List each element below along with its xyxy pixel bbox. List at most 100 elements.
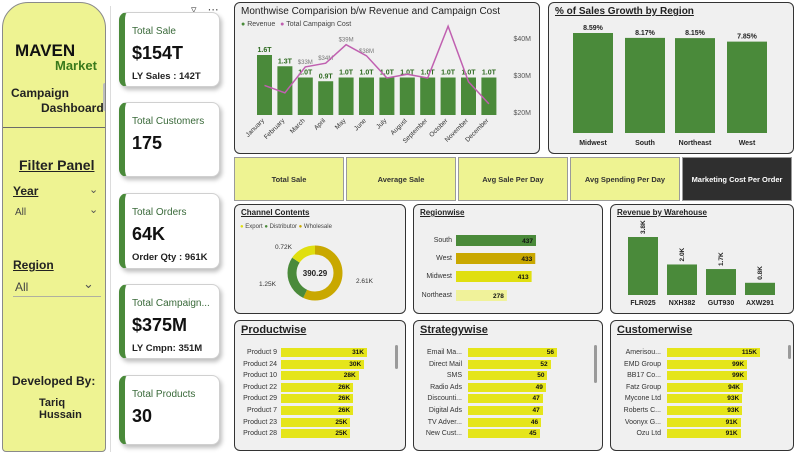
revenue-data-label: 0.9T bbox=[319, 73, 334, 80]
nav-button-average-sale[interactable]: Average Sale bbox=[346, 157, 456, 201]
bar-row-value: 28K bbox=[343, 372, 356, 380]
revenue-bar bbox=[399, 77, 415, 115]
strategywise-scrollbar[interactable] bbox=[594, 345, 597, 383]
kpi-card-total-campaign[interactable]: Total Campaign... $375M LY Cmpn: 351M bbox=[119, 284, 220, 359]
channel-donut-chart: 390.29 0.72K 1.25K 2.61K bbox=[259, 244, 374, 301]
nav-button-total-sale[interactable]: Total Sale bbox=[234, 157, 344, 201]
donut-label-distributor: 1.25K bbox=[259, 281, 277, 288]
bar-row-bar bbox=[281, 382, 354, 392]
bar-row-label: Digital Ads bbox=[428, 407, 462, 414]
region-bar bbox=[456, 235, 536, 246]
warehouse-data-label: 0.8K bbox=[757, 266, 764, 280]
bar-row-label: SMS bbox=[446, 372, 462, 380]
bar-row-label: Product 23 bbox=[243, 418, 277, 426]
bar-row-value: 94K bbox=[728, 383, 741, 391]
sidebar-panel: MAVEN Market Campaign Dashboard Filter P… bbox=[2, 2, 106, 452]
bar-row-value: 46 bbox=[530, 418, 539, 426]
monthly-chart-title: Monthwise Comparision b/w Revenue and Ca… bbox=[241, 6, 501, 17]
bar-row-bar bbox=[468, 382, 546, 392]
bar-row-label: Amerisou... bbox=[625, 349, 661, 356]
channel-legend: ● Export ● Distributor ● Wholesale bbox=[240, 224, 332, 230]
chevron-down-icon: ⌄ bbox=[89, 204, 99, 216]
kpi-label: Total Customers bbox=[132, 116, 205, 127]
filter-icon[interactable]: ▿ bbox=[191, 4, 197, 16]
bar-row-label: TV Adver... bbox=[427, 418, 462, 426]
bar-row-bar bbox=[281, 359, 365, 369]
chevron-down-icon[interactable]: ⌄ bbox=[89, 184, 99, 196]
warehouse-chart-title: Revenue by Warehouse bbox=[617, 208, 707, 217]
donut-center-value: 390.29 bbox=[303, 269, 328, 278]
year-filter-dropdown[interactable]: All ⌄ bbox=[13, 203, 101, 219]
bar-row-label: Mycone Ltd bbox=[624, 395, 661, 403]
growth-category-label: Midwest bbox=[579, 140, 607, 147]
bar-row-bar bbox=[281, 394, 354, 404]
legend-wholesale: Wholesale bbox=[303, 224, 332, 230]
month-tick-label: February bbox=[263, 117, 287, 141]
bar-row-label: BB17 Co... bbox=[627, 372, 661, 380]
bar-row-label: Product 28 bbox=[243, 430, 277, 438]
bar-row-value: 26K bbox=[338, 395, 351, 403]
month-tick-label: April bbox=[313, 117, 328, 132]
warehouse-data-label: 3.8K bbox=[640, 220, 647, 234]
kpi-card-total-customers[interactable]: Total Customers 175 bbox=[119, 102, 220, 177]
growth-data-label: 8.59% bbox=[583, 25, 604, 32]
cost-data-label: $39M bbox=[339, 38, 354, 44]
region-data-label: 433 bbox=[521, 256, 532, 263]
region-label: South bbox=[434, 237, 452, 244]
nav-button-avg-sale-per-day[interactable]: Avg Sale Per Day bbox=[458, 157, 568, 201]
bar-row-bar bbox=[667, 359, 748, 369]
region-bar bbox=[456, 253, 536, 264]
nav-button-avg-spending-per-day[interactable]: Avg Spending Per Day bbox=[570, 157, 680, 201]
region-data-label: 413 bbox=[518, 274, 529, 281]
dashboard-title-line1: Campaign bbox=[11, 86, 70, 100]
legend-cost: Total Campaign Cost bbox=[286, 21, 352, 28]
bar-row-value: 115K bbox=[741, 349, 757, 356]
bar-row-value: 45 bbox=[529, 430, 537, 438]
y2-tick-label: $40M bbox=[513, 36, 531, 43]
bar-row-label: Product 7 bbox=[247, 407, 277, 414]
legend-dot-icon: ● bbox=[241, 21, 246, 28]
bar-row-label: Discounti... bbox=[427, 395, 462, 403]
legend-dot-icon: ● bbox=[264, 224, 268, 230]
nav-button-marketing-cost-per-order[interactable]: Marketing Cost Per Order bbox=[682, 157, 792, 201]
growth-category-label: West bbox=[739, 140, 756, 147]
region-label: Midwest bbox=[426, 273, 452, 280]
warehouse-category-label: FLR025 bbox=[630, 300, 655, 307]
bar-row-bar bbox=[468, 406, 543, 415]
revenue-bar bbox=[297, 77, 313, 115]
legend-dot-icon: ● bbox=[280, 21, 285, 28]
bar-row-value: 26K bbox=[338, 407, 351, 414]
bar-row-bar bbox=[281, 348, 367, 357]
sidebar-scrollbar[interactable] bbox=[103, 83, 105, 111]
regionwise-chart-title: Regionwise bbox=[420, 208, 465, 217]
kpi-card-total-products[interactable]: Total Products 30 bbox=[119, 375, 220, 445]
bar-row-label: Email Ma... bbox=[426, 349, 462, 356]
bar-row-value: 52 bbox=[540, 360, 548, 368]
bar-row-value: 93K bbox=[727, 395, 740, 403]
month-tick-label: March bbox=[289, 117, 307, 135]
warehouse-category-label: NXH382 bbox=[669, 300, 696, 307]
kpi-label: Total Products bbox=[132, 389, 196, 400]
growth-data-label: 7.85% bbox=[737, 34, 758, 41]
kpi-value: $375M bbox=[132, 315, 188, 335]
more-options-icon[interactable]: ⋯ bbox=[207, 4, 219, 16]
channel-contents-panel: Channel Contents ● Export ● Distributor … bbox=[234, 204, 406, 314]
customerwise-scrollbar[interactable] bbox=[788, 345, 791, 359]
bar-row-value: 49 bbox=[535, 383, 543, 391]
growth-by-region-panel: % of Sales Growth by Region 8.59% Midwest… bbox=[548, 2, 794, 154]
region-filter-dropdown[interactable]: All ⌄ bbox=[13, 275, 101, 297]
region-label: West bbox=[436, 255, 452, 262]
channel-chart-title: Channel Contents bbox=[241, 208, 310, 217]
kpi-value: $154T bbox=[132, 43, 184, 63]
bar-row-value: 26K bbox=[338, 383, 351, 391]
growth-bar bbox=[625, 37, 665, 133]
kpi-card-total-orders[interactable]: Total Orders 64K Order Qty : 961K bbox=[119, 193, 220, 269]
legend-dot-icon: ● bbox=[240, 224, 244, 230]
warehouse-data-label: 1.7K bbox=[718, 252, 725, 266]
productwise-scrollbar[interactable] bbox=[395, 345, 398, 369]
cost-data-label: $38M bbox=[359, 49, 374, 55]
region-bar bbox=[456, 271, 532, 282]
bar-row-value: 31K bbox=[352, 349, 364, 356]
bar-row-label: EMD Group bbox=[624, 360, 661, 368]
kpi-card-total-sale[interactable]: Total Sale $154T LY Sales : 142T bbox=[119, 12, 220, 87]
